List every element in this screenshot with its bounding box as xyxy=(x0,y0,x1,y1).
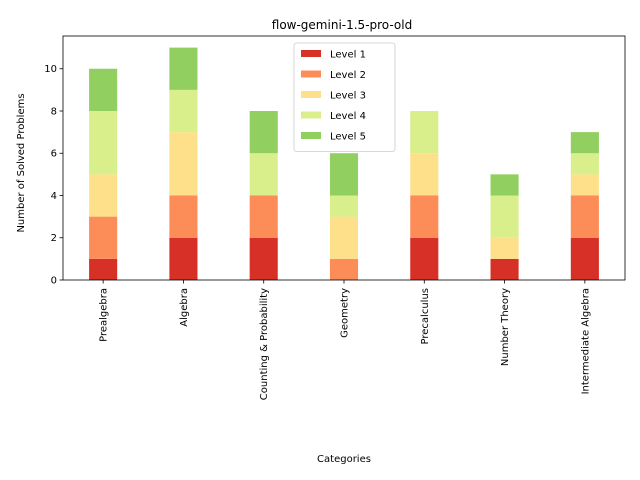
bar-level-1-precalculus xyxy=(410,237,439,280)
bar-level-1-prealgebra xyxy=(89,258,118,280)
y-tick-label: 6 xyxy=(51,149,57,160)
bar-level-5-algebra xyxy=(169,47,198,90)
bar-level-3-number-theory xyxy=(490,237,519,259)
bar-level-3-prealgebra xyxy=(89,174,118,217)
x-tick-label: Geometry xyxy=(340,288,351,338)
plot-area xyxy=(62,35,626,281)
bar-level-4-prealgebra xyxy=(89,111,118,175)
bar-level-1-number-theory xyxy=(490,258,519,280)
bar-level-2-prealgebra xyxy=(89,216,118,259)
legend-label-level-4: Level 4 xyxy=(330,111,366,122)
x-axis-label: Categories xyxy=(317,454,371,465)
bar-level-3-precalculus xyxy=(410,153,439,196)
x-tick-label: Intermediate Algebra xyxy=(580,288,591,394)
legend-label-level-1: Level 1 xyxy=(330,50,366,61)
legend-swatch-level-5 xyxy=(301,132,321,139)
y-tick-label: 10 xyxy=(44,64,57,75)
legend-label-level-3: Level 3 xyxy=(330,91,366,102)
bar-level-1-algebra xyxy=(169,237,198,280)
bar-level-5-geometry xyxy=(329,153,359,196)
bar-level-2-precalculus xyxy=(410,195,439,238)
bar-level-2-algebra xyxy=(169,195,198,238)
bar-level-4-geometry xyxy=(329,195,359,217)
bar-level-3-algebra xyxy=(169,132,198,196)
bar-level-5-prealgebra xyxy=(89,68,118,111)
y-tick-label: 4 xyxy=(51,191,57,202)
y-tick-label: 8 xyxy=(51,106,57,117)
bar-level-5-intermediate-algebra xyxy=(570,132,599,154)
y-tick-label: 0 xyxy=(51,276,57,287)
x-tick-label: Algebra xyxy=(179,288,190,327)
bar-level-1-counting-probability xyxy=(249,237,278,280)
y-tick-label: 2 xyxy=(51,233,57,244)
y-axis-label: Number of Solved Problems xyxy=(16,93,27,232)
bar-level-2-intermediate-algebra xyxy=(570,195,599,238)
bar-level-4-intermediate-algebra xyxy=(570,153,599,175)
y-axis-ticks: 0 2 4 6 8 10 xyxy=(44,64,63,287)
legend-box xyxy=(293,42,396,152)
bar-level-1-intermediate-algebra xyxy=(570,237,599,280)
legend-label-level-2: Level 2 xyxy=(330,70,366,81)
legend-label-level-5: Level 5 xyxy=(330,132,366,143)
bar-level-5-counting-probability xyxy=(249,111,278,154)
bar-level-2-geometry xyxy=(329,258,359,280)
x-tick-label: Prealgebra xyxy=(99,288,110,342)
bar-level-4-counting-probability xyxy=(249,153,278,196)
bar-level-3-intermediate-algebra xyxy=(570,174,599,196)
bar-level-4-number-theory xyxy=(490,195,519,238)
x-tick-label: Number Theory xyxy=(500,288,511,366)
bar-level-5-number-theory xyxy=(490,174,519,196)
bar-level-2-counting-probability xyxy=(249,195,278,238)
bar-level-4-algebra xyxy=(169,89,198,133)
chart-title: flow-gemini-1.5-pro-old xyxy=(272,18,412,32)
bar-level-4-precalculus xyxy=(410,111,439,154)
legend-swatch-level-4 xyxy=(301,111,321,119)
bar-level-3-geometry xyxy=(329,216,359,259)
x-tick-label: Precalculus xyxy=(420,288,431,344)
legend-swatch-level-3 xyxy=(301,91,321,98)
x-tick-label: Counting & Probability xyxy=(259,288,270,400)
legend: Level 1 Level 2 Level 3 Level 4 Level 5 xyxy=(293,42,396,152)
legend-swatch-level-1 xyxy=(301,50,321,57)
x-axis-ticks: Prealgebra Algebra Counting & Probability G… xyxy=(99,280,591,400)
legend-swatch-level-2 xyxy=(301,70,321,78)
